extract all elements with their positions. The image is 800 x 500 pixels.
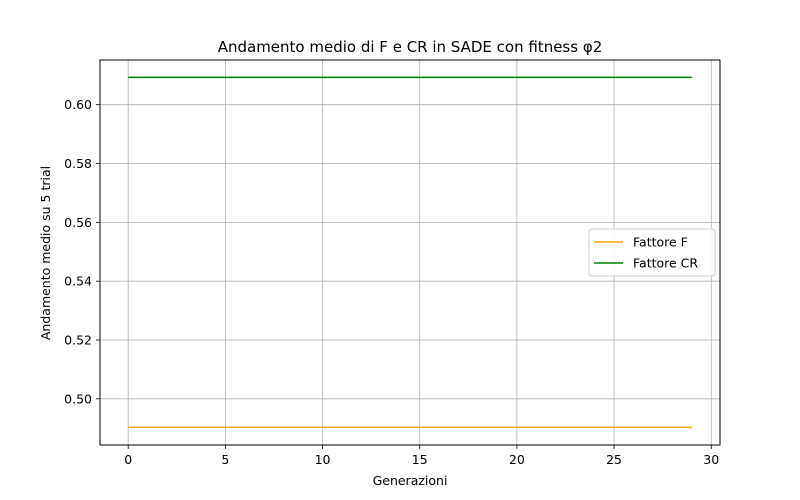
x-tick-label: 20 [509, 452, 525, 467]
y-tick-label: 0.58 [64, 156, 92, 171]
legend-box [588, 228, 716, 277]
y-tick-label: 0.52 [64, 333, 92, 348]
axes-frame [99, 59, 721, 446]
legend-label-0: Fattore F [633, 235, 688, 250]
y-tick-label: 0.60 [64, 97, 92, 112]
y-axis-ticks: 0.50 0.52 0.54 0.56 0.58 0.60 [64, 97, 100, 406]
x-tick-label: 15 [412, 452, 428, 467]
x-axis-ticks: 0 5 10 15 20 25 30 [124, 445, 719, 467]
legend: Fattore F Fattore CR [588, 228, 716, 277]
x-tick-label: 25 [606, 452, 622, 467]
y-tick-label: 0.50 [64, 391, 92, 406]
x-tick-label: 0 [124, 452, 132, 467]
y-tick-label: 0.54 [64, 274, 92, 289]
legend-label-1: Fattore CR [633, 256, 698, 271]
x-tick-label: 10 [315, 452, 331, 467]
x-tick-label: 30 [703, 452, 719, 467]
chart-title: Andamento medio di F e CR in SADE con fi… [218, 38, 603, 56]
y-axis-label: Andamento medio su 5 trial [38, 166, 53, 340]
plot-lines [128, 76, 692, 429]
x-tick-label: 5 [221, 452, 229, 467]
y-tick-label: 0.56 [64, 215, 92, 230]
x-axis-label: Generazioni [373, 473, 448, 488]
